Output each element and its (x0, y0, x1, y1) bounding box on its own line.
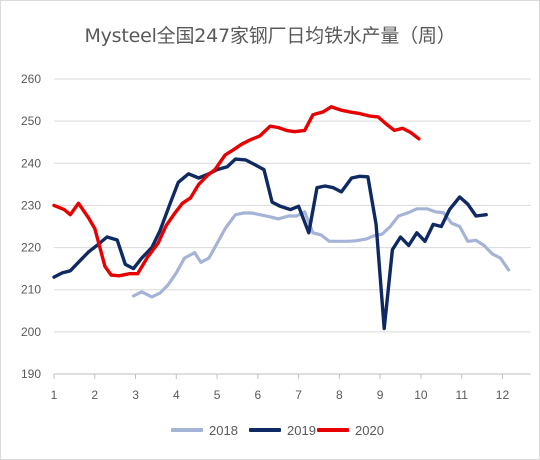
legend-item-2019: 2019 (249, 420, 316, 440)
y-tick-label: 210 (21, 283, 41, 297)
x-tick-label: 3 (132, 388, 139, 402)
x-tick-label: 10 (414, 388, 428, 402)
legend-swatch (249, 428, 281, 432)
legend-label: 2020 (355, 422, 384, 438)
x-tick-label: 11 (455, 388, 468, 402)
legend-swatch (317, 428, 349, 432)
chart-title: Mysteel全国247家钢厂日均铁水产量（周） (84, 25, 456, 47)
legend-item-2020: 2020 (317, 420, 384, 440)
y-tick-label: 240 (21, 156, 41, 170)
legend-label: 2018 (209, 422, 238, 438)
x-tick-label: 12 (496, 388, 510, 402)
y-tick-label: 190 (21, 367, 41, 381)
x-tick-label: 1 (51, 388, 58, 402)
y-tick-label: 250 (21, 114, 41, 128)
x-tick-label: 6 (255, 388, 262, 402)
x-tick-label: 4 (173, 388, 180, 402)
x-tick-label: 8 (336, 388, 343, 402)
x-tick-label: 9 (377, 388, 384, 402)
y-tick-label: 230 (21, 198, 41, 212)
series-line-2018 (131, 207, 511, 299)
y-tick-label: 260 (21, 72, 41, 86)
legend-swatch (171, 428, 203, 432)
x-tick-label: 5 (214, 388, 221, 402)
y-tick-label: 200 (21, 325, 41, 339)
x-tick-label: 2 (91, 388, 98, 402)
x-tick-label: 7 (295, 388, 302, 402)
y-tick-label: 220 (21, 241, 41, 255)
legend-item-2018: 2018 (171, 420, 238, 440)
series-line-2020 (52, 105, 421, 278)
legend-label: 2019 (287, 422, 316, 438)
series-line-2019 (52, 157, 488, 331)
legend: 2018 2019 2020 (1, 420, 539, 440)
